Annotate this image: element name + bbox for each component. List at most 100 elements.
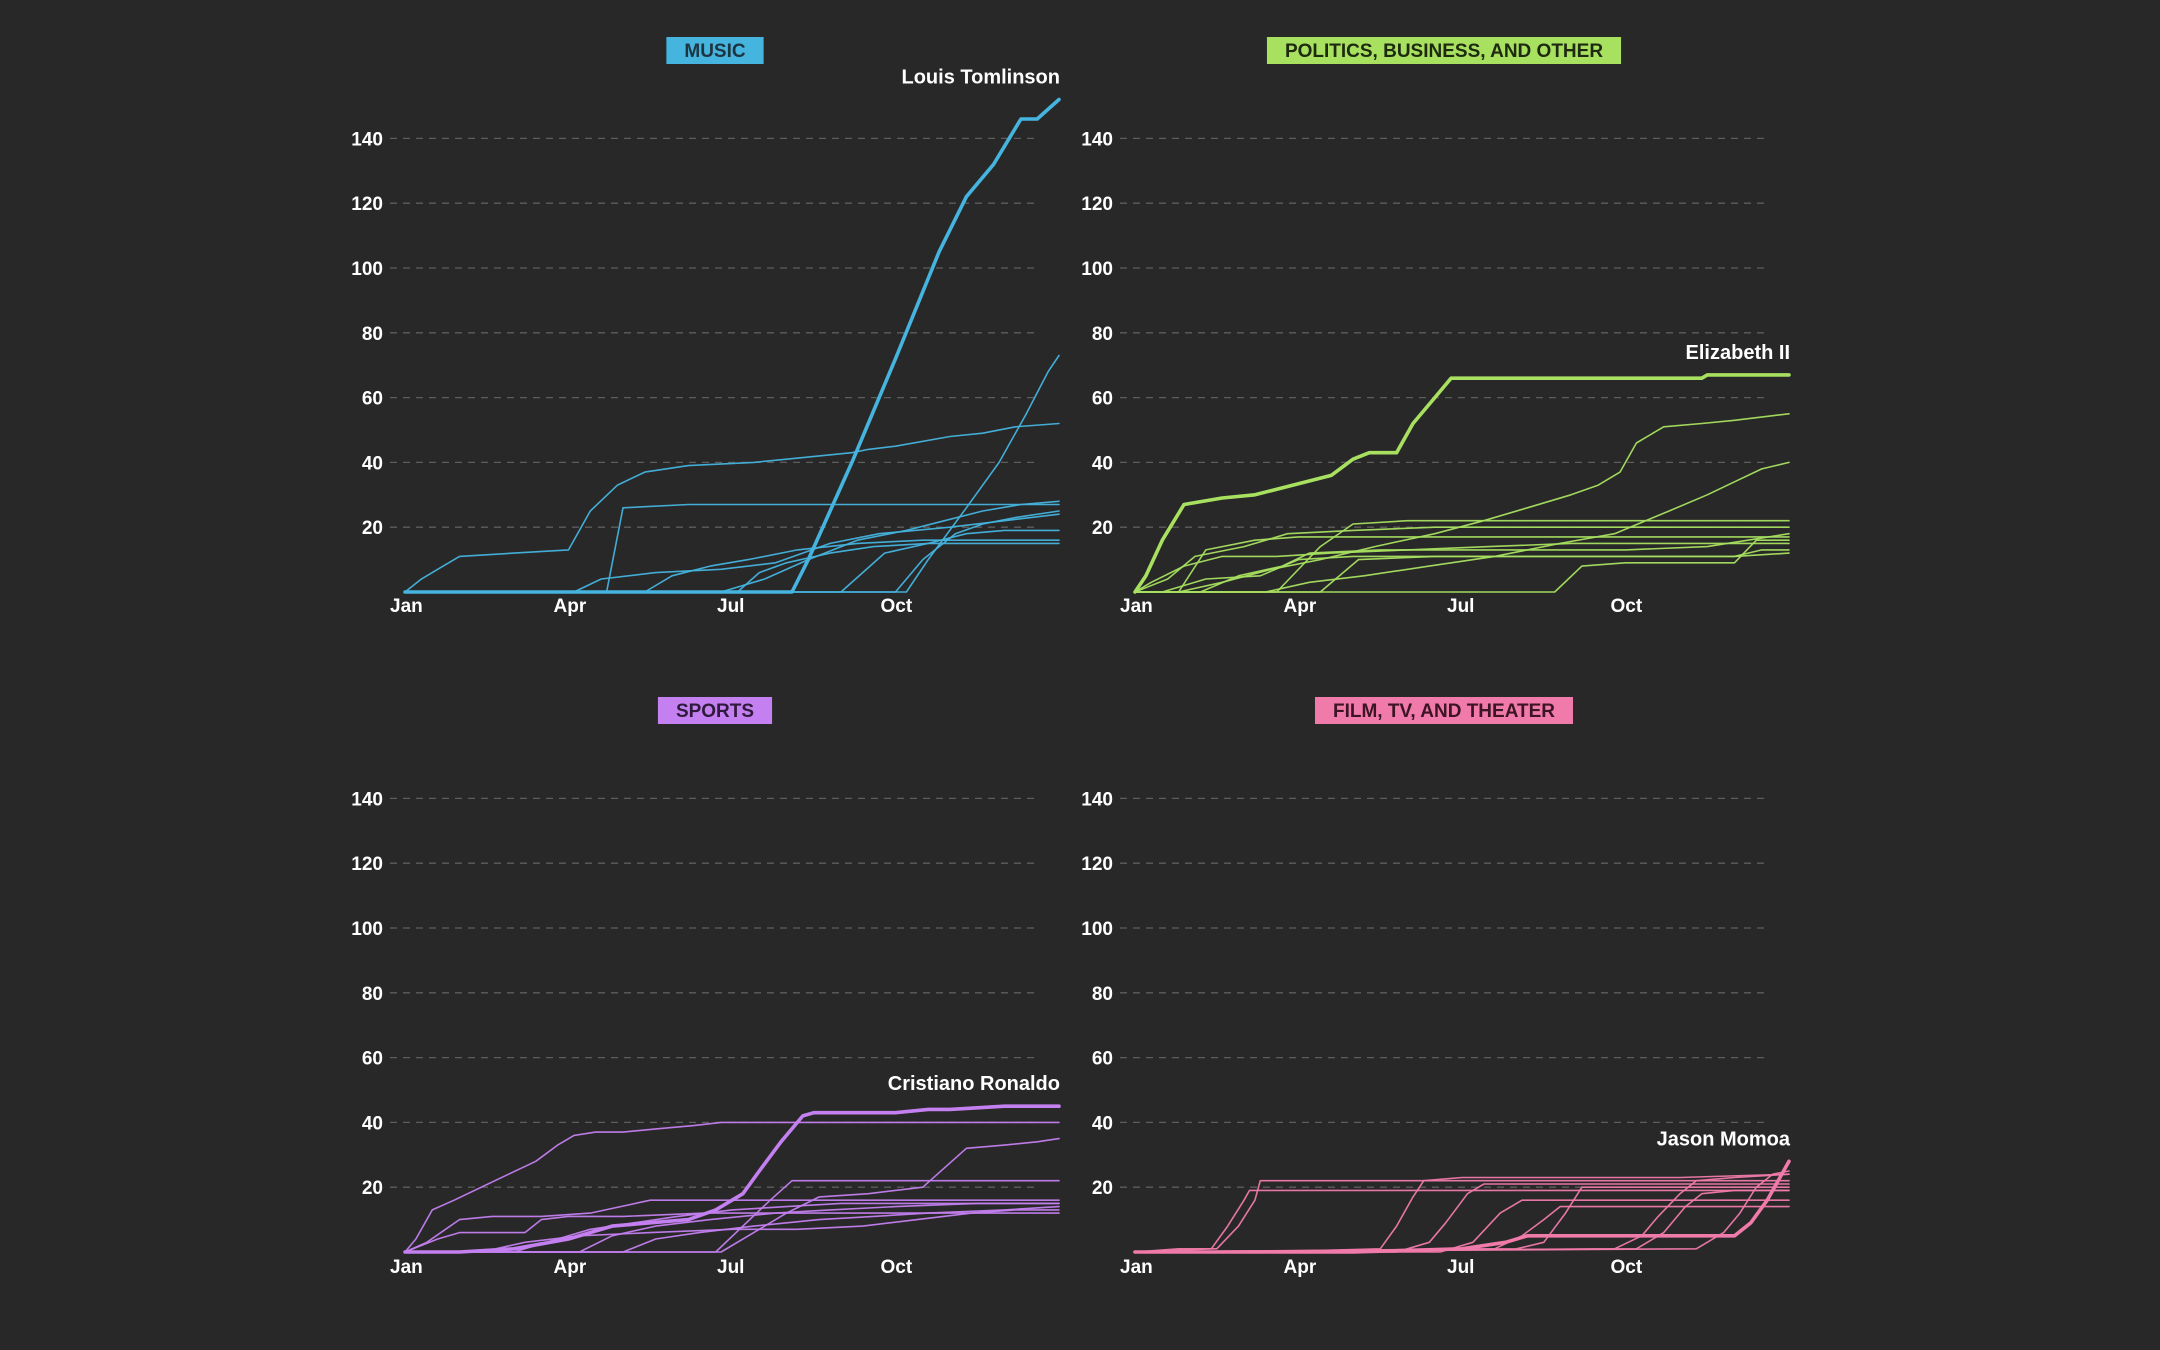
- x-tick-label: Jul: [1447, 1257, 1474, 1278]
- series-line-louis-tomlinson: [403, 97, 1061, 594]
- y-tick-label: 20: [1092, 518, 1113, 539]
- panel-film-tv-and-theater: FILM, TV, AND THEATER 20 40 60 80 100 120 140 Ja…: [1081, 697, 1791, 1278]
- y-tick-label: 60: [1092, 1049, 1113, 1070]
- x-tick-label: Jan: [1120, 1257, 1153, 1278]
- panel-title-badge: [1266, 37, 1622, 64]
- series-line: [404, 510, 1060, 593]
- series-line: [1134, 1183, 1790, 1253]
- series-line: [404, 1205, 1060, 1253]
- y-tick-label: 40: [362, 1113, 383, 1134]
- y-tick-label: 40: [1092, 453, 1113, 474]
- series-line: [404, 422, 1060, 593]
- y-tick-label: 100: [1081, 259, 1113, 280]
- y-tick-label: 60: [362, 389, 383, 410]
- series-line: [404, 1179, 1060, 1253]
- y-tick-label: 100: [351, 259, 383, 280]
- series-line: [1134, 552, 1790, 593]
- series-line: [1134, 539, 1790, 593]
- series-line: [1134, 542, 1790, 593]
- y-tick-label: 80: [1092, 984, 1113, 1005]
- series-line: [1134, 526, 1790, 593]
- series-line: [404, 1199, 1060, 1253]
- x-tick-label: Oct: [1611, 596, 1643, 617]
- panel-title-badge: [666, 37, 764, 64]
- y-tick-label: 80: [362, 984, 383, 1005]
- highlight-series-label: Jason Momoa: [1657, 1128, 1791, 1150]
- panel-title: SPORTS: [657, 697, 773, 724]
- x-tick-label: Oct: [1611, 1257, 1643, 1278]
- y-tick-label: 140: [1081, 789, 1113, 810]
- x-tick-label: Apr: [1284, 1257, 1317, 1278]
- x-tick-label: Oct: [881, 1257, 913, 1278]
- panel-title-text: FILM, TV, AND THEATER: [1333, 701, 1555, 722]
- y-tick-label: 40: [362, 453, 383, 474]
- highlight-series-label: Cristiano Ronaldo: [888, 1073, 1060, 1095]
- y-tick-label: 120: [351, 854, 383, 875]
- panel-title-text: SPORTS: [676, 701, 754, 722]
- x-tick-label: Apr: [1284, 596, 1317, 617]
- series-line: [1134, 413, 1790, 593]
- panel-title-badge: [1314, 697, 1574, 724]
- panel-title-text: MUSIC: [684, 41, 746, 62]
- series-line: [404, 542, 1060, 593]
- x-tick-label: Jan: [390, 1257, 423, 1278]
- series-line: [1134, 536, 1790, 593]
- x-tick-label: Jul: [717, 1257, 744, 1278]
- series-line: [1134, 1205, 1790, 1253]
- series-line: [404, 539, 1060, 593]
- panel-sports: SPORTS 20 40 60 80 100 120 140 Jan Apr Jul Oct Crist…: [351, 697, 1061, 1278]
- panel-politics-business-and-other: POLITICS, BUSINESS, AND OTHER 20 40 60 80 100…: [1081, 37, 1791, 617]
- series-line: [404, 1202, 1060, 1253]
- series-line: [1134, 549, 1790, 593]
- highlight-series-label: Elizabeth II: [1686, 342, 1790, 364]
- series-line: [404, 1209, 1060, 1253]
- panel-music: MUSIC 20 40 60 80 100 120 140 Jan Apr Jul Oct Louis …: [351, 37, 1061, 617]
- series-line: [404, 1137, 1060, 1253]
- series-line: [404, 354, 1060, 593]
- panel-title-text: POLITICS, BUSINESS, AND OTHER: [1285, 41, 1603, 62]
- series-line: [404, 500, 1060, 593]
- series-line: [1134, 1186, 1790, 1253]
- y-tick-label: 40: [1092, 1113, 1113, 1134]
- x-tick-label: Jan: [390, 596, 423, 617]
- y-tick-label: 120: [1081, 854, 1113, 875]
- panel-title: MUSIC: [666, 37, 764, 64]
- x-tick-label: Oct: [881, 596, 913, 617]
- x-tick-label: Apr: [554, 596, 587, 617]
- panel-title-badge: [657, 697, 773, 724]
- panel-title: FILM, TV, AND THEATER: [1314, 697, 1574, 724]
- y-tick-label: 100: [1081, 919, 1113, 940]
- series-line-cristiano-ronaldo: [403, 1104, 1061, 1254]
- y-tick-label: 140: [1081, 129, 1113, 150]
- y-tick-label: 140: [351, 129, 383, 150]
- x-tick-label: Jul: [1447, 596, 1474, 617]
- series-line-jason-momoa: [1133, 1159, 1791, 1254]
- y-tick-label: 60: [1092, 389, 1113, 410]
- x-tick-label: Jan: [1120, 596, 1153, 617]
- y-tick-label: 120: [351, 194, 383, 215]
- y-tick-label: 60: [362, 1049, 383, 1070]
- series-line: [404, 513, 1060, 593]
- series-line: [1134, 1170, 1790, 1253]
- x-tick-label: Jul: [717, 596, 744, 617]
- series-line: [1134, 1199, 1790, 1253]
- series-line: [404, 1121, 1060, 1253]
- y-tick-label: 140: [351, 789, 383, 810]
- y-tick-label: 20: [362, 518, 383, 539]
- y-tick-label: 120: [1081, 194, 1113, 215]
- series-line: [1134, 1173, 1790, 1253]
- panel-title: POLITICS, BUSINESS, AND OTHER: [1266, 37, 1622, 64]
- series-line: [1134, 532, 1790, 593]
- highlight-series-label: Louis Tomlinson: [901, 67, 1060, 89]
- series-line: [404, 1212, 1060, 1253]
- y-tick-label: 20: [362, 1178, 383, 1199]
- y-tick-label: 100: [351, 919, 383, 940]
- series-line: [404, 503, 1060, 593]
- series-line: [1134, 1189, 1790, 1253]
- y-tick-label: 80: [1092, 324, 1113, 345]
- y-tick-label: 20: [1092, 1178, 1113, 1199]
- y-tick-label: 80: [362, 324, 383, 345]
- x-tick-label: Apr: [554, 1257, 587, 1278]
- series-line-elizabeth-ii: [1133, 373, 1791, 594]
